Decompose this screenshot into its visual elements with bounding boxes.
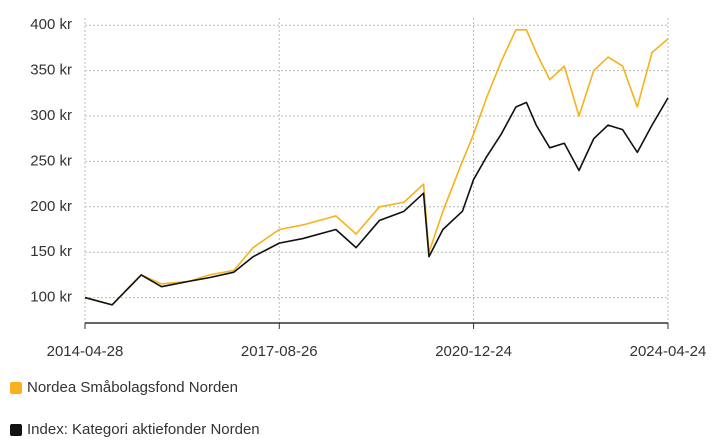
legend-swatch	[10, 424, 22, 436]
y-tick-label: 400 kr	[30, 16, 72, 33]
legend-swatch	[10, 382, 22, 394]
legend-label: Nordea Småbolagsfond Norden	[27, 379, 238, 396]
y-tick-label: 200 kr	[30, 198, 72, 215]
series-line	[84, 97, 669, 306]
y-tick-label: 100 kr	[30, 289, 72, 306]
legend-label: Index: Kategori aktiefonder Norden	[27, 421, 260, 438]
series-line	[84, 29, 669, 306]
y-tick-label: 250 kr	[30, 152, 72, 169]
y-tick-label: 350 kr	[30, 62, 72, 79]
x-tick-label: 2024-04-24	[630, 343, 707, 360]
x-tick-label: 2020-12-24	[435, 343, 512, 360]
y-tick-label: 150 kr	[30, 243, 72, 260]
y-tick-label: 300 kr	[30, 107, 72, 124]
x-tick-label: 2017-08-26	[241, 343, 318, 360]
x-tick-label: 2014-04-28	[47, 343, 124, 360]
